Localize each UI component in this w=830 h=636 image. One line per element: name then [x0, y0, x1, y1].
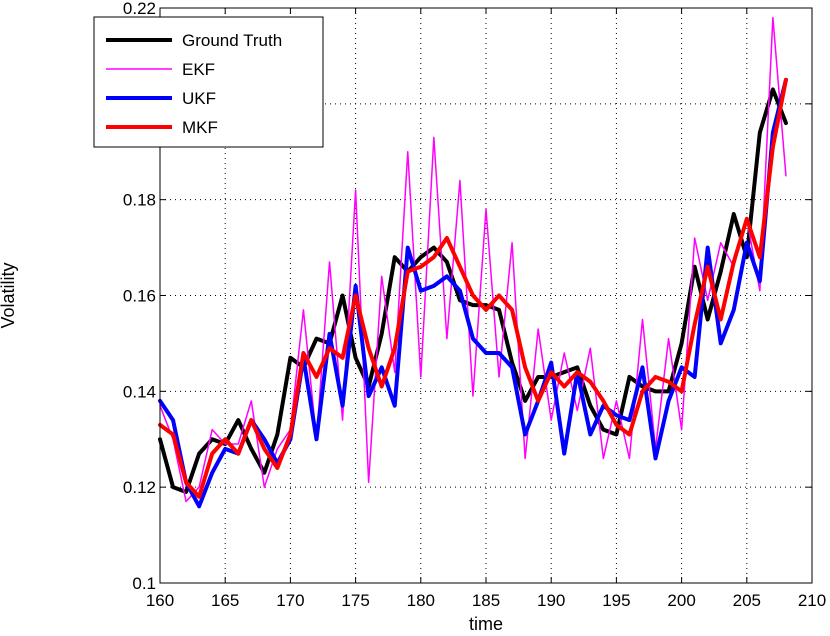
- y-tick-label: 0.12: [123, 478, 156, 497]
- series-line-mkf: [158, 77, 788, 499]
- series-line-ukf: [158, 77, 788, 509]
- legend-label-ground-truth: Ground Truth: [182, 31, 282, 50]
- x-tick-label: 170: [276, 591, 304, 610]
- x-tick-label: 200: [667, 591, 695, 610]
- legend-label-ekf: EKF: [182, 60, 215, 79]
- x-tick-label: 210: [798, 591, 826, 610]
- x-tick-label: 205: [733, 591, 761, 610]
- y-tick-label: 0.16: [123, 287, 156, 306]
- y-axis-label: Volatility: [0, 262, 18, 328]
- y-tick-label: 0.22: [123, 0, 156, 18]
- legend-label-ukf: UKF: [182, 89, 216, 108]
- legend: Ground Truth EKF UKF MKF: [93, 16, 324, 148]
- series-line-ground-truth: [158, 87, 788, 494]
- y-tick-label: 0.18: [123, 191, 156, 210]
- x-tick-label: 195: [602, 591, 630, 610]
- y-tick-label: 0.1: [132, 574, 156, 593]
- series-line-ekf: [159, 16, 787, 503]
- x-tick-label: 175: [341, 591, 369, 610]
- x-tick-label: 185: [472, 591, 500, 610]
- x-tick-label: 190: [537, 591, 565, 610]
- y-tick-label: 0.14: [123, 382, 156, 401]
- x-axis-label: time: [469, 614, 503, 634]
- series-group: [158, 16, 788, 509]
- x-tick-label: 165: [211, 591, 239, 610]
- x-tick-label: 160: [146, 591, 174, 610]
- x-tick-label: 180: [407, 591, 435, 610]
- legend-label-mkf: MKF: [182, 118, 218, 137]
